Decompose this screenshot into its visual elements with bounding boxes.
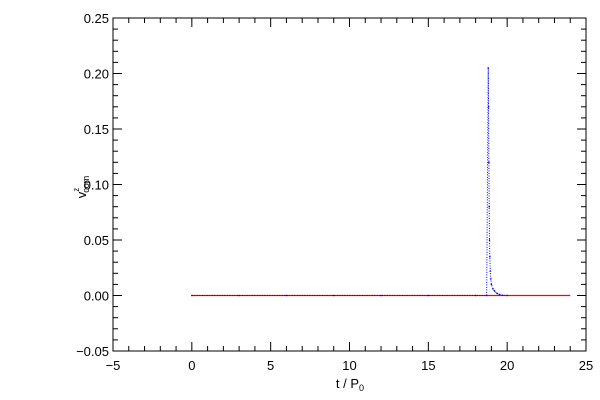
data-point [488,161,490,164]
data-point [498,293,501,296]
data-point [489,255,491,258]
y-tick-label: 0.00 [84,289,109,304]
data-point [191,294,193,297]
data-point [474,294,477,297]
data-point [492,288,494,290]
x-tick-label: 5 [267,358,274,373]
axis-ticks [112,17,587,352]
y-tick-label: 0.15 [84,122,109,137]
data-point [501,294,504,296]
x-tick-label: 10 [342,358,356,373]
y-tick-label: 0.20 [84,67,109,82]
data-point [485,294,488,297]
data-point [489,278,492,280]
data-point [427,294,430,297]
x-axis-title: t / P0 [336,376,364,393]
data-point [487,106,490,108]
data-point [496,292,498,295]
x-axis-title-base: t / P [336,376,359,391]
data-point [490,283,493,286]
x-tick-label: −5 [106,358,121,373]
data-point [488,239,491,241]
data-point [493,290,496,292]
x-tick-label: 15 [421,358,435,373]
x-tick-label: 0 [188,358,195,373]
y-tick-label: 0.25 [84,11,109,26]
x-tick-label: 20 [500,358,514,373]
x-tick-label: 25 [579,358,593,373]
data-point [380,294,382,297]
plot-frame [112,17,587,352]
y-axis-title-base: v [74,191,89,198]
data-point [487,67,490,69]
data-point [238,294,240,297]
y-axis-title-superscript: z [72,188,81,192]
data-point [285,294,288,297]
y-axis-title: vzcom [72,176,91,199]
y-tick-label: 0.10 [84,178,109,193]
data-point [489,270,492,272]
data-point [488,205,490,208]
data-point [506,294,508,297]
data-point [332,294,335,297]
y-tick-label: −0.05 [76,344,109,359]
data-series [191,67,571,297]
tick-labels: −5 0 5 10 15 20 25 −0.05 0.00 0.05 0.10 0.15 0.20 0.2… [76,11,593,373]
series-trace-1 [191,67,508,296]
y-axis-title-subscript: com [81,176,91,193]
x-axis-title-subscript: 0 [359,383,364,393]
y-tick-label: 0.05 [84,233,109,248]
